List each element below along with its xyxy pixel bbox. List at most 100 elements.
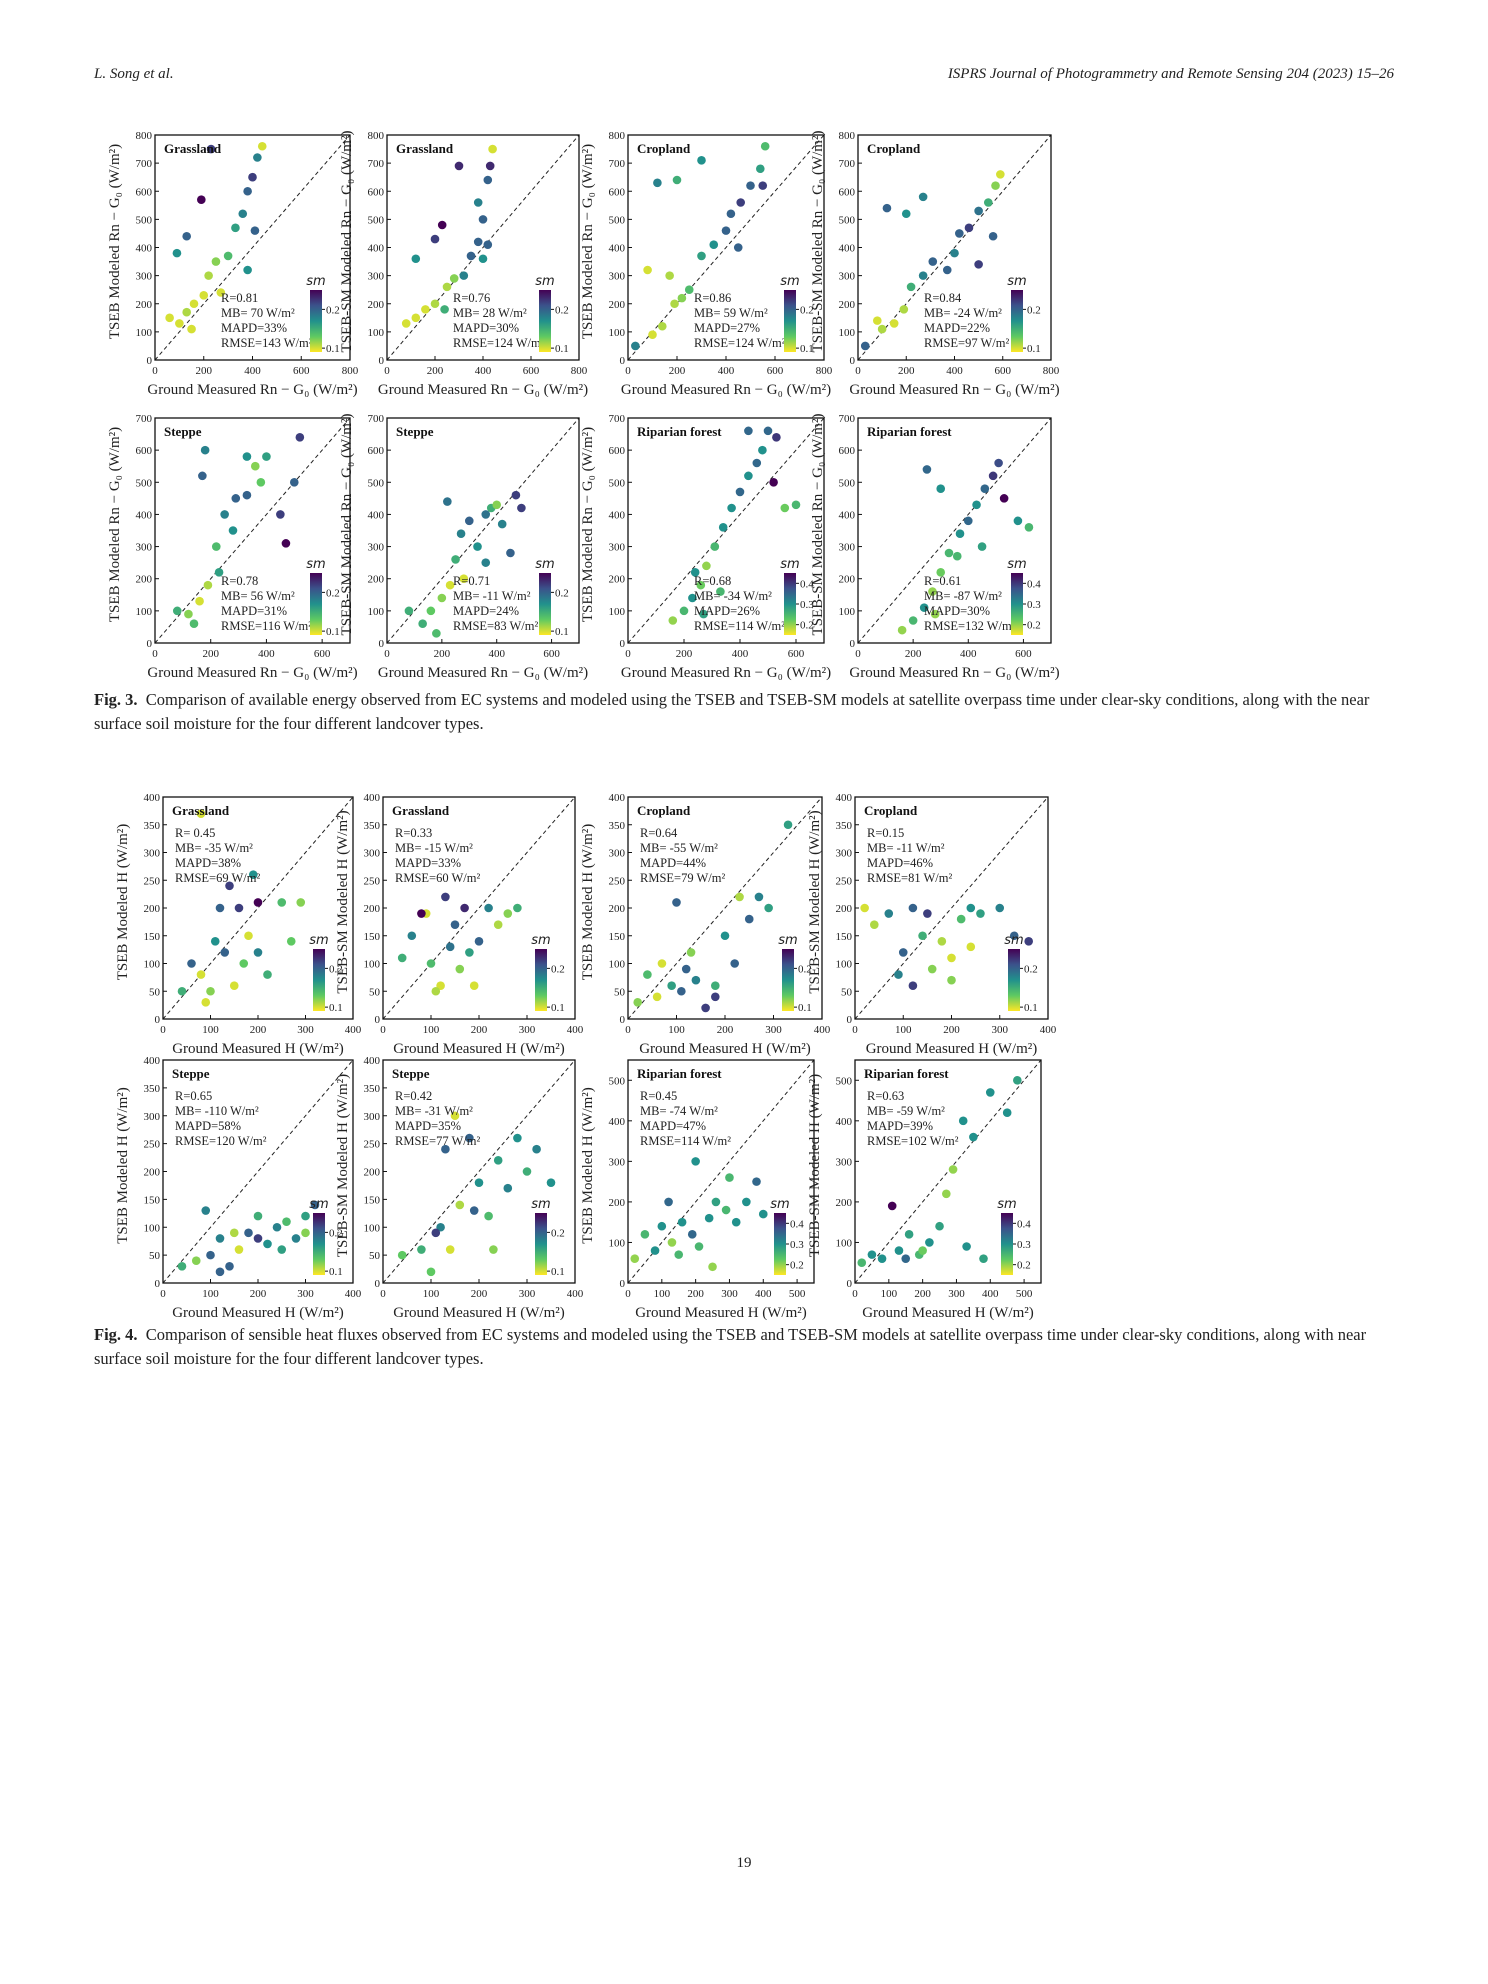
data-point	[478, 215, 488, 224]
y-tick-label: 100	[609, 606, 626, 618]
y-tick-label: 200	[836, 1197, 853, 1209]
data-point	[165, 313, 174, 323]
y-tick-label: 600	[839, 445, 856, 457]
data-point	[426, 606, 436, 616]
stat-line: RMSE=102 W/m²	[867, 1134, 959, 1148]
data-point	[228, 526, 238, 535]
data-point	[1024, 937, 1033, 946]
y-tick-label: 50	[369, 986, 381, 998]
data-point	[206, 986, 215, 996]
data-point	[877, 324, 887, 334]
data-point	[196, 809, 206, 818]
x-tick-label: 300	[519, 1288, 536, 1300]
y-tick-label: 500	[136, 214, 153, 226]
data-point	[436, 1222, 445, 1232]
colorbar-tick-label: 0.2	[551, 1227, 565, 1239]
data-point	[763, 426, 773, 436]
x-tick-label: 100	[202, 1288, 219, 1300]
x-tick-label: 400	[345, 1024, 362, 1036]
data-point	[699, 609, 708, 619]
x-tick-label: 400	[732, 648, 749, 660]
data-point	[701, 1003, 710, 1013]
data-point	[936, 484, 946, 494]
data-point	[182, 231, 191, 241]
data-point	[229, 1228, 239, 1238]
stat-line: MB= -74 W/m²	[640, 1104, 718, 1118]
data-point	[952, 551, 962, 561]
y-tick-label: 300	[609, 848, 626, 860]
running-header-journal: ISPRS Journal of Photogrammetry and Remo…	[947, 66, 1394, 82]
data-point	[484, 1211, 493, 1221]
x-axis-label: Ground Measured Rn − G₀ (W/m²)	[621, 665, 831, 681]
y-tick-label: 300	[609, 1156, 626, 1168]
y-tick-label: 400	[144, 1055, 161, 1067]
data-point	[225, 881, 234, 891]
y-tick-label: 0	[847, 1278, 853, 1290]
colorbar	[313, 949, 325, 1011]
y-tick-label: 300	[368, 542, 385, 554]
colorbar-tick-label: 0.3	[790, 1239, 804, 1251]
data-point	[918, 1246, 927, 1255]
y-tick-label: 500	[609, 214, 626, 226]
data-point	[244, 931, 253, 941]
colorbar-tick-label: 0.2	[800, 620, 814, 632]
stat-line: MAPD=39%	[867, 1119, 933, 1133]
data-point	[436, 981, 445, 990]
y-tick-label: 150	[144, 1194, 161, 1206]
x-tick-label: 0	[625, 648, 631, 660]
y-tick-label: 200	[609, 299, 626, 311]
stat-line: MAPD=31%	[221, 604, 287, 618]
x-tick-label: 300	[297, 1024, 314, 1036]
y-tick-label: 500	[136, 477, 153, 489]
x-axis-label: Ground Measured Rn − G₀ (W/m²)	[147, 382, 357, 398]
data-point	[231, 494, 241, 503]
data-point	[994, 458, 1003, 468]
data-point	[908, 903, 918, 913]
y-tick-label: 0	[147, 638, 153, 650]
y-tick-label: 400	[839, 243, 856, 255]
data-point	[631, 341, 640, 351]
stat-line: MB= -110 W/m²	[175, 1104, 259, 1118]
data-point	[735, 892, 744, 902]
colorbar-tick-label: 0.1	[551, 1266, 565, 1278]
fig4-caption-text: Comparison of sensible heat fluxes obser…	[94, 1325, 1367, 1368]
data-point	[710, 542, 720, 551]
y-tick-label: 50	[149, 1250, 161, 1262]
data-point	[289, 477, 299, 487]
data-point	[203, 580, 213, 590]
y-tick-label: 300	[839, 542, 856, 554]
data-point	[783, 820, 793, 830]
data-point	[962, 1242, 971, 1251]
colorbar-label: sm	[780, 274, 799, 289]
data-point	[918, 931, 927, 941]
x-tick-label: 200	[427, 365, 444, 377]
data-point	[450, 1111, 460, 1121]
data-point	[667, 981, 676, 990]
scatter-plot: 0 200 400 600 800 0 100 200 300 400 500 600 700 800 Gr…	[107, 130, 359, 398]
y-tick-label: 50	[369, 1250, 381, 1262]
x-tick-label: 100	[895, 1024, 912, 1036]
data-point	[630, 1254, 640, 1263]
data-point	[177, 1261, 187, 1271]
data-point	[488, 144, 497, 154]
x-tick-label: 300	[519, 1024, 536, 1036]
data-point	[432, 629, 441, 638]
y-tick-label: 600	[368, 445, 385, 457]
data-point	[211, 542, 221, 551]
stat-line: R=0.15	[867, 826, 904, 840]
y-tick-label: 50	[841, 986, 853, 998]
stat-line: MAPD=33%	[221, 321, 287, 335]
stat-line: MAPD=27%	[694, 321, 760, 335]
y-tick-label: 0	[155, 1278, 161, 1290]
panel-title: Steppe	[172, 1066, 210, 1081]
stat-line: R=0.45	[640, 1089, 677, 1103]
data-point	[684, 285, 694, 294]
data-point	[506, 548, 515, 558]
data-point	[481, 558, 491, 567]
data-point	[417, 909, 426, 918]
y-tick-label: 200	[364, 903, 381, 915]
colorbar-tick-label: 0.4	[800, 578, 814, 590]
data-point	[716, 587, 725, 596]
x-tick-label: 0	[160, 1288, 166, 1300]
